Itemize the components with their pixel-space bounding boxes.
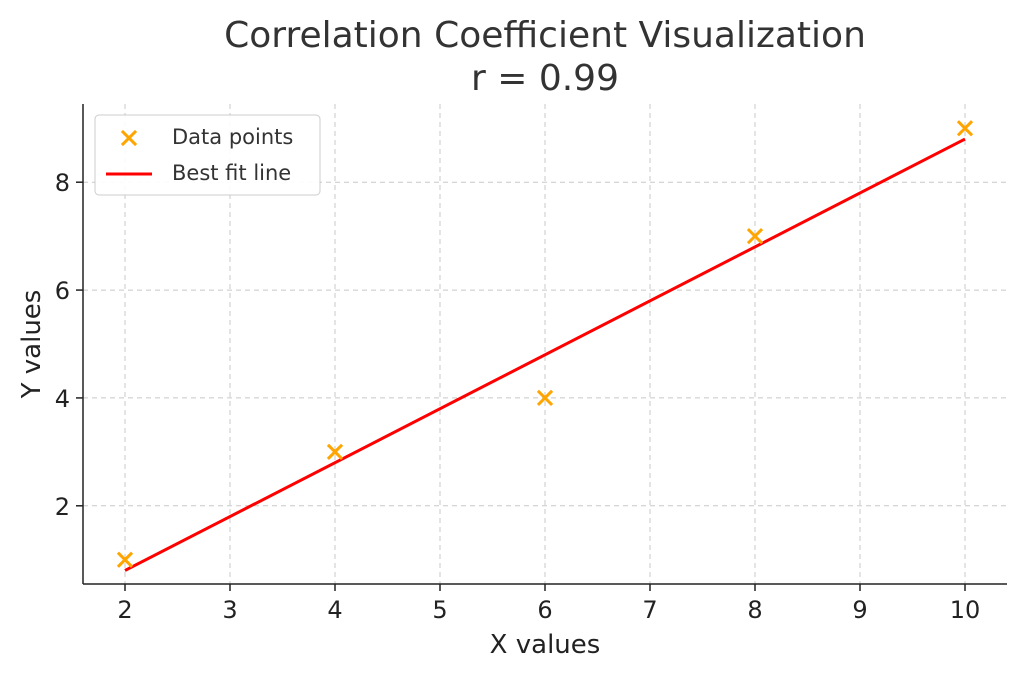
x-marker-stroke (956, 120, 974, 137)
legend-label-best-fit-line: Best fit line (172, 161, 291, 185)
x-marker-stroke (536, 389, 554, 407)
legend-scatter-marker (120, 129, 138, 147)
x-marker-stroke (746, 228, 764, 245)
x-tick-label: 2 (117, 596, 132, 624)
y-axis-label: Y values (17, 290, 47, 400)
legend-label-data-points: Data points (172, 125, 293, 149)
y-tick-label: 6 (55, 277, 70, 305)
x-tick-label: 8 (747, 596, 762, 624)
data-point (956, 120, 974, 137)
x-tick-label: 5 (432, 596, 447, 624)
data-point (116, 551, 134, 568)
x-tick-label: 10 (950, 596, 981, 624)
data-point (536, 389, 554, 407)
y-tick-label: 2 (55, 493, 70, 521)
x-tick-label: 4 (327, 596, 342, 624)
x-marker-stroke (116, 551, 134, 568)
data-point (746, 228, 764, 245)
x-tick-label: 7 (642, 596, 657, 624)
x-axis-label: X values (490, 630, 601, 660)
ticks: 2 3 4 5 6 7 8 9 10 2 4 6 8 (55, 169, 981, 624)
best-fit-line (124, 137, 966, 572)
y-tick-label: 8 (55, 169, 70, 197)
x-marker-stroke (326, 443, 344, 460)
legend: Data points Best fit line (94, 114, 321, 196)
chart-subtitle: r = 0.99 (471, 58, 619, 99)
chart-title: Correlation Coefficient Visualization (224, 15, 866, 56)
legend-x-marker (120, 129, 138, 147)
y-tick-label: 4 (55, 385, 70, 413)
data-point (326, 443, 344, 460)
x-tick-label: 3 (222, 596, 237, 624)
x-marker-stroke (120, 129, 138, 147)
x-tick-label: 9 (852, 596, 867, 624)
x-tick-label: 6 (537, 596, 552, 624)
series (116, 120, 974, 572)
